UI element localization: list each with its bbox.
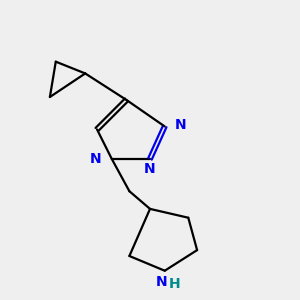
Text: H: H (168, 277, 180, 291)
Text: N: N (90, 152, 101, 166)
Text: N: N (175, 118, 187, 132)
Text: N: N (144, 162, 156, 176)
Text: N: N (156, 275, 168, 289)
